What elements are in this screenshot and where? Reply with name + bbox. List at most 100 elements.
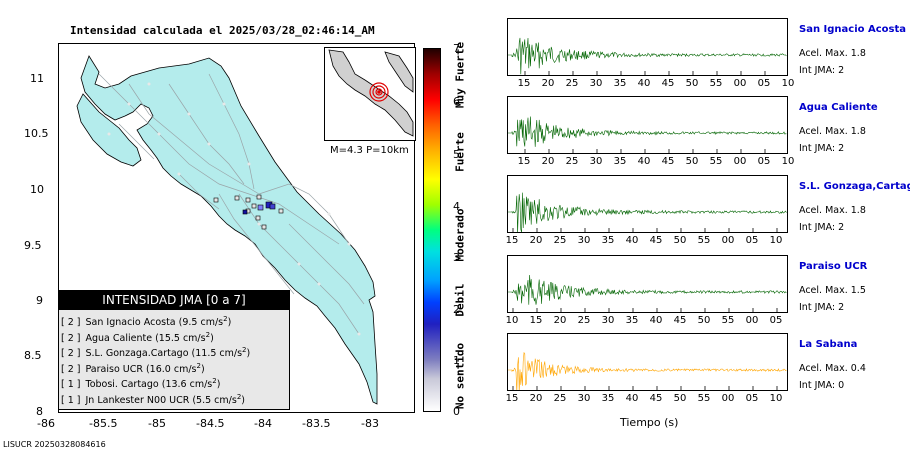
lon-tick: -83 [361,417,379,430]
legend-title: INTENSIDAD JMA [0 a 7] [59,291,289,310]
time-tick-label: 35 [601,235,615,246]
legend-unit-exp: 2 [196,361,201,370]
waveform [508,351,787,390]
lon-tick: -83.5 [302,417,331,430]
lat-tick: 9.5 [24,239,42,252]
colorbar-tick: 7 [453,42,460,55]
time-tick-label: 10 [781,156,795,167]
time-tick-label: 00 [721,235,735,246]
legend-station: Agua Caliente (15.5 cm/s [85,332,206,344]
time-tick-label: 15 [505,393,519,404]
time-tick-label: 15 [529,315,543,326]
legend-grade: [ 1 ] [61,394,81,406]
station-max-acceleration: Acel. Max. 1.8 [799,48,866,59]
time-tick-label: 55 [721,315,735,326]
legend-row: [ 1 ] Jn Lankester N00 UCR (5.5 cm/s2) [61,393,245,406]
time-tick-label: 15 [517,78,531,89]
legend-unit-exp: 2 [205,330,211,339]
time-tick-label: 20 [541,156,555,167]
waveform [508,116,787,153]
legend-close: ) [227,317,232,329]
lat-tick: 8 [36,405,43,418]
waveform [508,192,787,232]
footer-id: LISUCR 20250328084616 [3,440,106,449]
time-tick-label: 40 [625,393,639,404]
time-tick-label: 35 [625,315,639,326]
time-axis: 15 20 25 30 35 40 45 50 55 00 05 10 [506,235,786,249]
lat-tick: 11 [30,72,44,85]
time-tick-label: 20 [529,235,543,246]
time-tick-label: 55 [697,235,711,246]
time-tick-label: 20 [541,78,555,89]
lon-tick: -85 [148,417,166,430]
legend-grade: [ 2 ] [61,332,81,344]
legend-grade: [ 2 ] [61,348,81,360]
costa-rica-landmass [80,55,378,405]
time-tick-label: 45 [661,156,675,167]
time-tick-label: 40 [649,315,663,326]
legend-close: ) [210,332,214,344]
time-tick-label: 45 [673,315,687,326]
time-tick-label: 10 [769,235,783,246]
legend-station: S.L. Gonzaga.Cartago (11.5 cm/s [85,348,243,360]
time-tick-label: 05 [745,235,759,246]
time-tick-label: 55 [709,156,723,167]
station-name: Paraiso UCR [799,261,868,272]
waveform-line [508,351,787,390]
map-title: Intensidad calculada el 2025/03/28_02:46… [70,24,375,37]
time-tick-label: 10 [505,315,519,326]
legend-row: [ 2 ] Agua Caliente (15.5 cm/s2) [61,331,214,344]
time-tick-label: 10 [781,78,795,89]
colorbar-tick: 1 [453,354,460,367]
time-tick-label: 45 [661,78,675,89]
waveform-line [508,192,787,232]
time-tick-label: 30 [589,156,603,167]
time-tick-label: 05 [745,393,759,404]
station-jma-intensity: Int JMA: 0 [799,380,845,391]
seismogram-trace [507,96,788,154]
time-tick-label: 05 [757,156,771,167]
time-tick-label: 25 [553,393,567,404]
colorbar-tick: 0 [453,405,460,418]
legend-unit-exp: 2 [242,346,247,354]
station-name: S.L. Gonzaga,Cartago [799,181,910,192]
time-tick-label: 30 [577,235,591,246]
legend-row: [ 1 ] Tobosi. Cartago (13.6 cm/s2) [61,377,220,390]
epicenter-icon [369,82,389,102]
location-inset-map [324,47,416,141]
intensity-colorbar [423,48,441,412]
time-axis: 15 20 25 30 35 40 45 50 55 00 05 10 [505,393,786,407]
waveform [508,37,787,75]
lon-tick: -85.5 [89,417,118,430]
time-tick-label: 30 [601,315,615,326]
legend-close: ) [246,348,251,360]
time-axis: 15 20 25 30 35 40 45 50 55 00 05 10 [507,156,795,170]
station-jma-intensity: Int JMA: 2 [799,65,845,76]
map-canvas [76,55,378,405]
station-markers [213,194,284,230]
lon-tick: -86 [37,417,55,430]
colorbar-tick: 5 [453,148,460,161]
inset-caption: M=4.3 P=10km [330,145,409,156]
time-axis-label: Tiempo (s) [620,416,679,429]
station-name: La Sabana [799,339,858,350]
time-tick-label: 35 [613,156,627,167]
time-tick-label: 40 [637,78,651,89]
colorbar-tick: 4 [453,200,460,213]
legend-station: Paraiso UCR (16.0 cm/s [85,363,197,375]
seismogram-trace [507,175,788,233]
station-jma-intensity: Int JMA: 2 [799,143,845,154]
time-tick-label: 05 [769,315,783,326]
time-tick-label: 15 [517,156,531,167]
legend-grade: [ 2 ] [61,317,81,329]
seismogram-trace [507,333,788,391]
time-tick-label: 05 [757,78,771,89]
time-tick-label: 50 [673,393,687,404]
time-tick-label: 20 [529,393,543,404]
time-tick-label: 35 [601,393,615,404]
time-tick-label: 55 [697,393,711,404]
time-tick-label: 30 [577,393,591,404]
time-tick-label: 35 [613,78,627,89]
time-tick-label: 00 [721,393,735,404]
waveform-line [508,274,787,305]
